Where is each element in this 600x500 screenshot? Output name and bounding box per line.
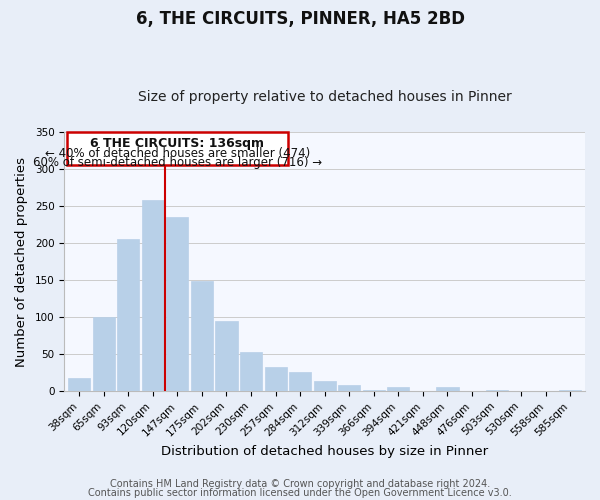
Bar xyxy=(265,366,287,391)
Bar xyxy=(485,390,508,391)
Text: 6 THE CIRCUITS: 136sqm: 6 THE CIRCUITS: 136sqm xyxy=(91,137,265,150)
Bar xyxy=(314,380,336,391)
Text: Contains public sector information licensed under the Open Government Licence v3: Contains public sector information licen… xyxy=(88,488,512,498)
Y-axis label: Number of detached properties: Number of detached properties xyxy=(15,156,28,366)
Bar xyxy=(68,378,90,391)
Bar xyxy=(289,372,311,391)
Bar xyxy=(363,390,385,391)
Text: 6, THE CIRCUITS, PINNER, HA5 2BD: 6, THE CIRCUITS, PINNER, HA5 2BD xyxy=(136,10,464,28)
Text: 60% of semi-detached houses are larger (716) →: 60% of semi-detached houses are larger (… xyxy=(33,156,322,170)
X-axis label: Distribution of detached houses by size in Pinner: Distribution of detached houses by size … xyxy=(161,444,488,458)
Title: Size of property relative to detached houses in Pinner: Size of property relative to detached ho… xyxy=(138,90,512,104)
Text: Contains HM Land Registry data © Crown copyright and database right 2024.: Contains HM Land Registry data © Crown c… xyxy=(110,479,490,489)
Bar xyxy=(436,388,458,391)
Text: ← 40% of detached houses are smaller (474): ← 40% of detached houses are smaller (47… xyxy=(45,147,310,160)
Bar xyxy=(338,385,361,391)
Bar xyxy=(92,317,115,391)
Bar xyxy=(166,217,188,391)
Bar xyxy=(215,322,238,391)
Bar xyxy=(142,200,164,391)
Bar xyxy=(191,280,213,391)
Bar xyxy=(388,388,409,391)
FancyBboxPatch shape xyxy=(67,132,288,166)
Bar xyxy=(240,352,262,391)
Bar xyxy=(117,240,139,391)
Bar xyxy=(559,390,581,391)
